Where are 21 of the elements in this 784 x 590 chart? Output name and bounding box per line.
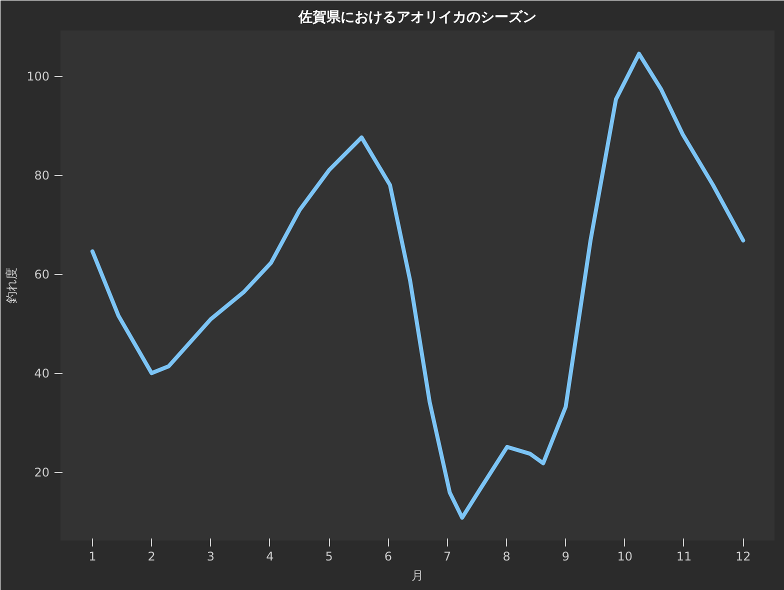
x-tick-label: 11 bbox=[676, 550, 692, 564]
x-axis-title: 月 bbox=[412, 568, 424, 582]
y-tick-label: 60 bbox=[34, 268, 50, 282]
x-tick-label: 5 bbox=[325, 550, 333, 564]
y-tick-label: 20 bbox=[34, 466, 50, 480]
x-tick-label: 10 bbox=[617, 550, 632, 564]
y-tick-label: 100 bbox=[26, 70, 50, 84]
x-tick-label: 8 bbox=[502, 550, 510, 564]
x-tick-label: 2 bbox=[148, 550, 156, 564]
y-axis-title: 釣れ度 bbox=[4, 268, 19, 304]
y-tick-label: 40 bbox=[34, 366, 50, 381]
y-tick-label: 80 bbox=[34, 168, 50, 183]
x-tick-label: 6 bbox=[384, 550, 392, 564]
x-tick-label: 1 bbox=[88, 550, 96, 564]
chart-title: 佐賀県におけるアオリイカのシーズン bbox=[298, 10, 536, 26]
x-tick-label: 3 bbox=[206, 550, 215, 564]
line-series bbox=[90, 52, 746, 520]
x-tick-label: 4 bbox=[266, 550, 274, 564]
x-tick-label: 12 bbox=[736, 550, 751, 564]
x-tick-label: 7 bbox=[444, 550, 452, 564]
x-tick-label: 9 bbox=[562, 550, 570, 564]
